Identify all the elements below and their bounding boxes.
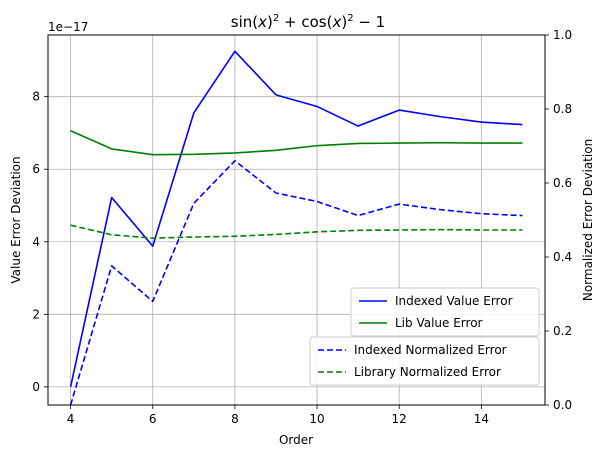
plot-frame xyxy=(47,34,546,406)
legend-label: Library Normalized Error xyxy=(354,365,501,379)
series-line-library-normalized-error xyxy=(70,224,523,239)
series-lines xyxy=(69,50,523,406)
y-right-tick-label: 0.8 xyxy=(553,102,572,116)
legend-normalized-errors: Indexed Normalized Error Library Normaliz… xyxy=(309,336,540,386)
grid-lines xyxy=(48,35,545,405)
y-right-tick-label: 0.2 xyxy=(553,324,572,338)
y-right-tick-label: 0.4 xyxy=(553,250,572,264)
y-right-tick-label: 0.6 xyxy=(553,176,572,190)
x-tick-label: 14 xyxy=(474,412,489,426)
y-left-tick-label: 4 xyxy=(32,235,40,249)
x-axis-label: Order xyxy=(279,433,313,447)
y-left-tick-label: 2 xyxy=(32,307,40,321)
axis-ticks: 4 6 8 10 12 14 0 2 4 6 8 0.0 0.2 0.4 0.6 0.8 1.0 xyxy=(32,28,572,426)
chart-title: sin(x)2 + cos(x)2 − 1 xyxy=(231,13,385,31)
legend-box xyxy=(309,336,540,386)
y-right-tick-label: 0.0 xyxy=(553,398,572,412)
y-left-tick-label: 6 xyxy=(32,162,40,176)
y-left-tick-label: 8 xyxy=(32,90,40,104)
x-tick-label: 4 xyxy=(67,412,75,426)
y-axis-label-left: Value Error Deviation xyxy=(9,156,23,283)
legend-label: Lib Value Error xyxy=(395,316,483,330)
y-axis-label-right: Normalized Error Deviation xyxy=(581,139,595,301)
legend-box xyxy=(350,287,540,337)
left-axis-offset-label: 1e−17 xyxy=(48,20,88,34)
legend-label: Indexed Normalized Error xyxy=(354,343,507,357)
series-line-lib-value-error xyxy=(70,130,523,156)
x-tick-label: 12 xyxy=(392,412,407,426)
x-tick-label: 8 xyxy=(231,412,239,426)
legend-value-errors: Indexed Value Error Lib Value Error xyxy=(350,287,540,337)
x-tick-label: 6 xyxy=(149,412,157,426)
legend-label: Indexed Value Error xyxy=(395,294,513,308)
x-tick-label: 10 xyxy=(309,412,324,426)
series-line-indexed-normalized-error xyxy=(69,160,523,406)
y-right-tick-label: 1.0 xyxy=(553,28,572,42)
y-left-tick-label: 0 xyxy=(32,380,40,394)
